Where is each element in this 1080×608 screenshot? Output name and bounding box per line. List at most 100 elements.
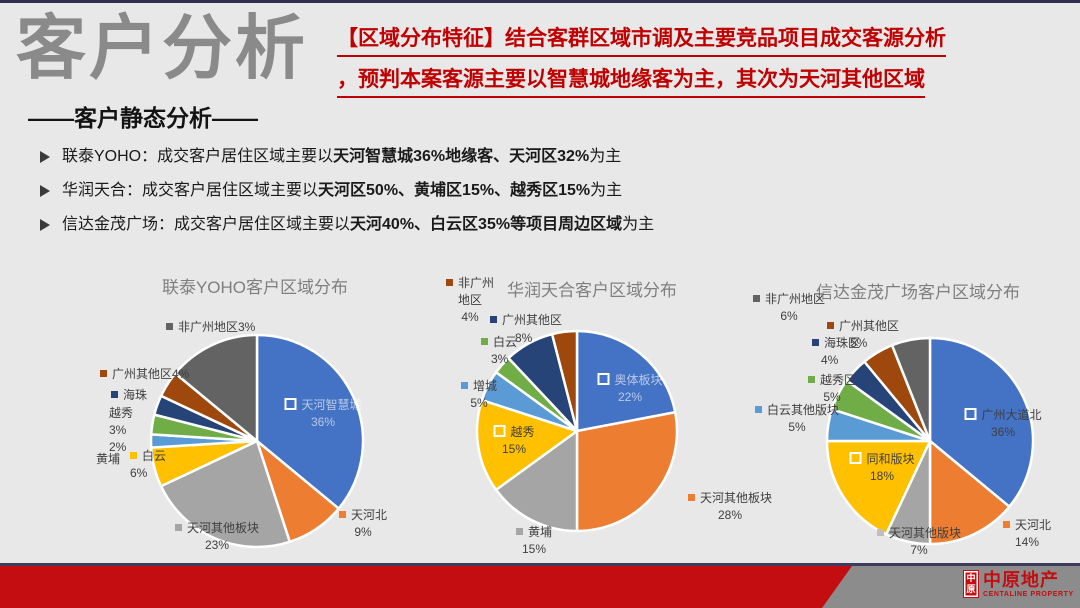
footer-accent-line <box>0 563 1080 566</box>
bullet-text-segment: 联泰YOHO：成交客户居住区域主要以 <box>62 148 334 165</box>
pie-slice <box>159 439 292 549</box>
top-border-bar <box>0 0 1080 3</box>
chart-title: 华润天合客户区域分布 <box>507 281 677 300</box>
pie-label: 奥体板块 22% <box>597 372 663 406</box>
analysis-bullets: 联泰YOHO：成交客户居住区域主要以天河智慧城36%地缘客、天河区32%为主 华润… <box>38 146 818 248</box>
label-marker-icon <box>284 398 297 410</box>
label-marker-icon <box>111 391 118 398</box>
label-marker-icon <box>100 370 107 377</box>
pie-label: 天河其他板块 28% <box>687 490 772 524</box>
footer-red-band <box>0 566 852 608</box>
label-marker-icon <box>1002 521 1010 528</box>
bullet-text: 联泰YOHO：成交客户居住区域主要以天河智慧城36%地缘客、天河区32%为主 <box>62 146 621 167</box>
pie-label: 天河北 14% <box>1002 517 1051 551</box>
pie-svg <box>475 329 679 533</box>
pie-label: 广州其他区 <box>490 312 562 329</box>
label-marker-icon <box>445 279 453 286</box>
pie-label: 海珠区 <box>812 335 860 352</box>
pie-chart-xinda-jinmao: 信达金茂广场客户区域分布 非广州地区 6% 广州其他区 5% 海珠区 4% 越秀区 5% 白云其… <box>740 271 1080 581</box>
chart-title: 信达金茂广场客户区域分布 <box>816 283 1020 302</box>
pie-slice <box>890 336 932 443</box>
label-marker-icon <box>338 511 346 518</box>
bullet-text-segment: 天河区50%、黄埔区15%、越秀区15% <box>318 182 591 199</box>
label-marker-icon <box>597 373 610 385</box>
label-marker-icon <box>130 452 137 459</box>
centaline-seal-icon: 中原 <box>964 571 978 597</box>
label-marker-icon <box>876 529 884 536</box>
pie-chart-liantai-yoho: 联泰YOHO客户区域分布 非广州地区3% 广州其他区4% 海珠 越秀 3% 2% 黄埔 白云 6… <box>70 271 415 581</box>
section-heading: ——客户静态分析—— <box>28 105 258 131</box>
bullet-arrow-icon <box>40 219 50 231</box>
label-marker-icon <box>174 524 182 531</box>
chart-title: 联泰YOHO客户区域分布 <box>161 278 349 297</box>
pie-label: 天河智慧城 36% <box>284 397 362 431</box>
bullet-text-segment: 信达金茂广场：成交客户居住区域主要以 <box>62 216 351 233</box>
label-marker-icon <box>460 382 468 389</box>
pie-label: 白云 <box>481 334 517 351</box>
pie-label: 越秀 <box>109 406 134 420</box>
label-marker-icon <box>812 339 819 346</box>
pie-label: 广州其他区 <box>827 318 899 335</box>
label-marker-icon <box>849 452 862 464</box>
bullet-text: 信达金茂广场：成交客户居住区域主要以天河40%、白云区35%等项目周边区域为主 <box>62 214 654 235</box>
pie-slice <box>575 329 677 433</box>
pie-slice <box>174 333 259 443</box>
pie-label: 同和版块 18% <box>849 451 915 485</box>
bullet-text-segment: 为主 <box>622 216 655 233</box>
pie-label: 非广州地区3% <box>166 319 255 336</box>
label-marker-icon <box>827 322 834 329</box>
pie-label: 2% <box>109 440 127 454</box>
bullet-text-segment: 天河智慧城36%地缘客、天河区32% <box>333 148 590 165</box>
label-marker-icon <box>964 408 977 420</box>
pie-label: 白云 6% <box>130 449 167 480</box>
label-marker-icon <box>166 323 173 330</box>
page-title: 客户分析 <box>16 9 308 87</box>
label-marker-icon <box>754 406 762 413</box>
label-marker-icon <box>807 376 815 383</box>
pie-label: 广州大道北 36% <box>964 407 1042 441</box>
bullet-text-segment: 天河40%、白云区35%等项目周边区域 <box>350 216 623 233</box>
label-marker-icon <box>687 494 695 501</box>
pie-slice <box>928 336 1035 508</box>
pie-label: 越秀区 5% <box>807 372 856 406</box>
bullet-arrow-icon <box>40 151 50 163</box>
label-marker-icon <box>752 295 760 302</box>
pie-slice <box>928 439 1011 546</box>
brand-name-en: CENTALINE PROPERTY <box>983 591 1074 598</box>
pie-svg <box>825 336 1035 546</box>
pie-label: 4% <box>821 353 839 367</box>
label-marker-icon <box>490 316 497 323</box>
label-marker-icon <box>481 338 488 345</box>
pie-slice <box>550 329 579 433</box>
pie-label: 增城 5% <box>460 378 497 412</box>
bullet-text-segment: 华润天合：成交客户居住区域主要以 <box>62 182 319 199</box>
pie-label: 天河北 9% <box>338 507 387 541</box>
pie-chart-huarun-tianhe: 华润天合客户区域分布 非广州 地区 4% 广州其他区 8% 白云 3% 增城 5% 越秀 15% 黄埔… <box>430 266 772 581</box>
callout-line-2: ，预判本案客源主要以智慧城地缘客为主，其次为天河其他区域 <box>337 63 925 98</box>
bullet-text-segment: 为主 <box>590 182 623 199</box>
bullet-item: 华润天合：成交客户居住区域主要以天河区50%、黄埔区15%、越秀区15%为主 <box>38 180 818 201</box>
bullet-item: 信达金茂广场：成交客户居住区域主要以天河40%、白云区35%等项目周边区域为主 <box>38 214 818 235</box>
pie-slice <box>575 411 679 533</box>
bullet-arrow-icon <box>40 185 50 197</box>
label-marker-icon <box>493 425 506 437</box>
pie-label: 越秀 15% <box>493 424 535 458</box>
centaline-logo: 中原 中原地产 CENTALINE PROPERTY <box>964 571 1074 598</box>
headline-callout: 【区域分布特征】结合客群区域市调及主要竞品项目成交客源分析 ，预判本案客源主要以… <box>337 22 1069 104</box>
bullet-item: 联泰YOHO：成交客户居住区域主要以天河智慧城36%地缘客、天河区32%为主 <box>38 146 818 167</box>
pie-label: 白云其他版块 5% <box>754 402 839 436</box>
pie-label: 非广州 地区 4% <box>445 275 494 326</box>
pie-label: 5% <box>850 336 868 350</box>
pie-label: 海珠 <box>111 387 147 404</box>
pie-label: 3% <box>109 423 127 437</box>
pie-slice <box>475 398 579 492</box>
pie-label: 3% <box>491 352 509 366</box>
pie-slice <box>494 429 579 533</box>
pie-label: 天河其他板块 23% <box>174 520 259 554</box>
pie-slice <box>255 333 365 510</box>
pie-label: 黄埔 <box>96 452 121 466</box>
pie-label: 非广州地区 6% <box>752 291 825 325</box>
callout-line-1: 【区域分布特征】结合客群区域市调及主要竞品项目成交客源分析 <box>337 22 946 57</box>
pie-label: 天河其他版块 7% <box>876 525 961 559</box>
brand-name-cn: 中原地产 <box>983 570 1059 590</box>
